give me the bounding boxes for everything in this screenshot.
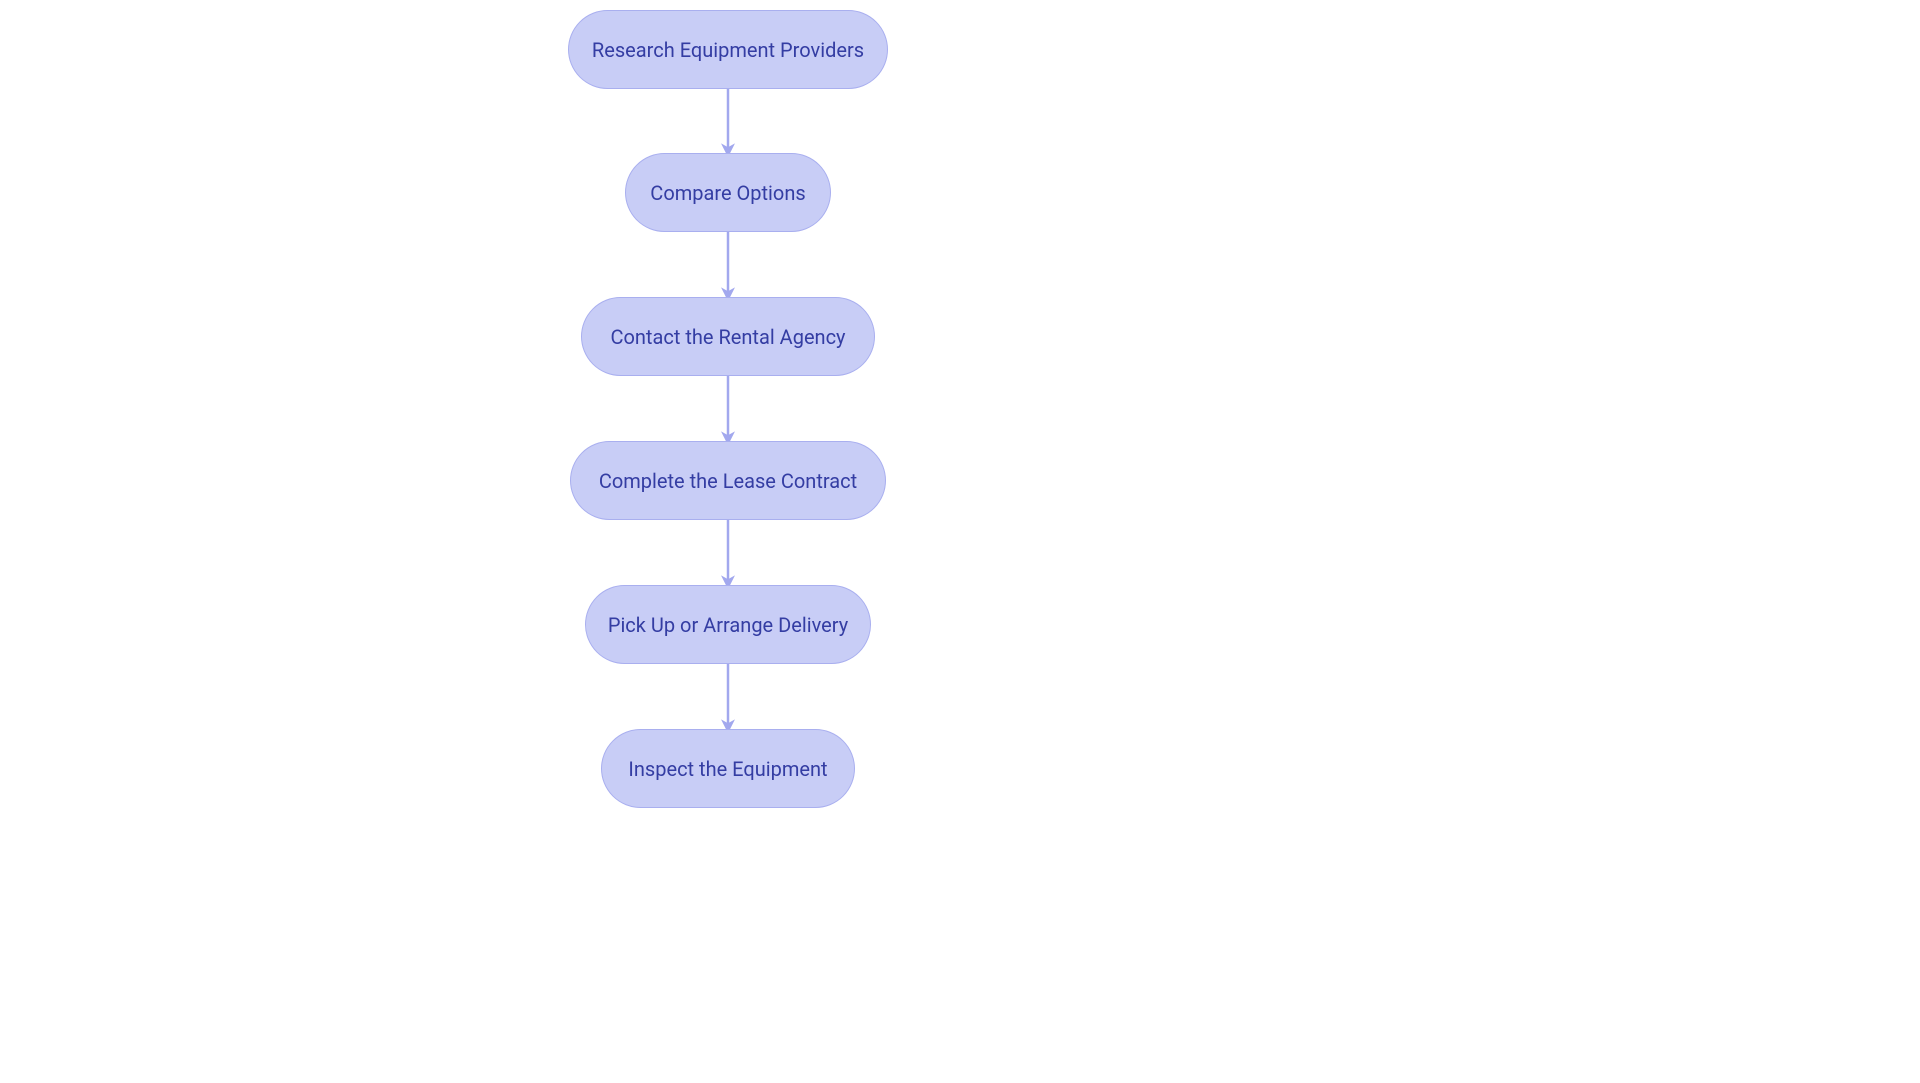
flowchart-node: Contact the Rental Agency (581, 297, 875, 376)
flowchart-node: Inspect the Equipment (601, 729, 855, 808)
flowchart-node: Research Equipment Providers (568, 10, 888, 89)
flowchart-edges (0, 0, 1920, 1083)
flowchart-node-label: Complete the Lease Contract (599, 469, 857, 493)
flowchart-node-label: Compare Options (650, 181, 805, 205)
flowchart-node: Complete the Lease Contract (570, 441, 886, 520)
flowchart-node-label: Contact the Rental Agency (610, 325, 845, 349)
flowchart-node-label: Research Equipment Providers (592, 38, 864, 62)
flowchart-node: Pick Up or Arrange Delivery (585, 585, 871, 664)
flowchart-canvas: Research Equipment Providers Compare Opti… (0, 0, 1920, 1083)
flowchart-node-label: Inspect the Equipment (628, 757, 827, 781)
flowchart-node: Compare Options (625, 153, 831, 232)
flowchart-node-label: Pick Up or Arrange Delivery (608, 613, 848, 637)
